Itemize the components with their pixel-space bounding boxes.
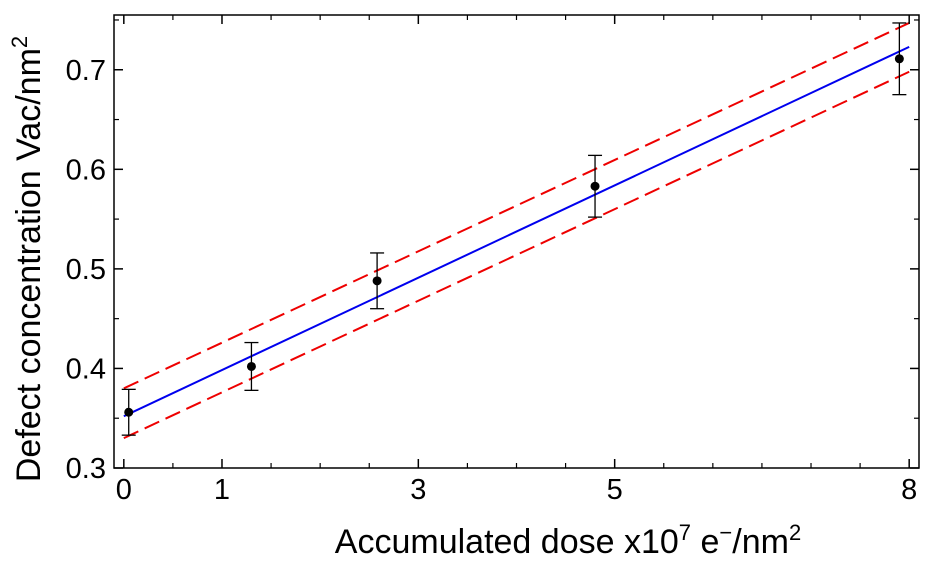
x-tick-label: 8 xyxy=(901,474,917,506)
y-axis-title-main: Defect concentration Vac/nm xyxy=(10,48,48,482)
y-tick-label: 0.3 xyxy=(66,453,106,485)
confidence-band-line xyxy=(123,22,910,390)
fit-line xyxy=(123,45,910,418)
axes: 0 1 3 5 8 0.3 0.4 0.5 0.6 0.7 xyxy=(66,14,920,506)
x-axis-title-tail: /nm xyxy=(732,523,789,561)
plot-frame xyxy=(113,14,920,469)
x-axis-title-exp: 7 xyxy=(679,520,691,545)
y-tick-label: 0.5 xyxy=(66,254,106,286)
x-axis-title-unit-sup: − xyxy=(719,520,732,545)
x-axis-title-tail-sup: 2 xyxy=(789,520,801,545)
x-tick-label: 0 xyxy=(116,474,132,506)
data-point xyxy=(246,361,256,371)
y-axis-title-exp: 2 xyxy=(7,36,32,48)
x-axis-title: Accumulated dose x107 e−/nm2 xyxy=(335,520,801,561)
y-tick-label: 0.4 xyxy=(66,353,106,385)
confidence-band-line xyxy=(123,70,910,440)
data-point xyxy=(124,407,134,417)
x-tick-label: 1 xyxy=(214,474,230,506)
data-point xyxy=(372,276,382,286)
x-axis-title-main: Accumulated dose x10 xyxy=(335,523,679,561)
x-tick-label: 5 xyxy=(607,474,623,506)
x-axis-title-unit: e xyxy=(691,523,719,561)
data-point xyxy=(894,54,904,64)
y-axis-title: Defect concentration Vac/nm2 xyxy=(7,36,48,482)
plot-area xyxy=(121,22,910,440)
x-tick-label: 3 xyxy=(410,474,426,506)
y-tick-label: 0.7 xyxy=(66,55,106,87)
data-point xyxy=(590,181,600,191)
y-tick-label: 0.6 xyxy=(66,154,106,186)
